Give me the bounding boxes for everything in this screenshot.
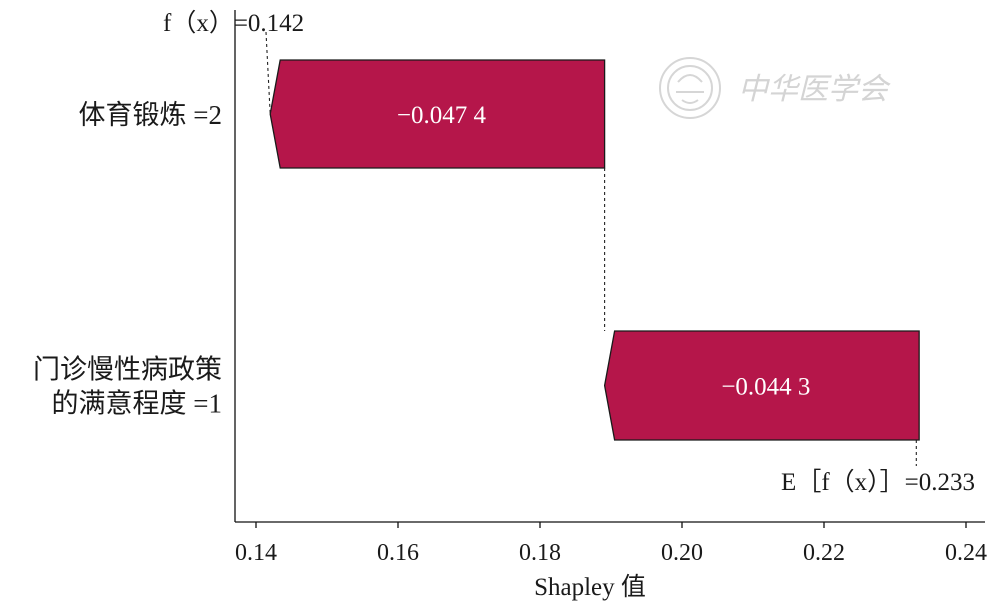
base-value-label: E［f（x）］=0.233 — [781, 468, 975, 496]
annotations: f（x）=0.142 E［f（x）］=0.233 — [163, 9, 975, 496]
x-tick-label: 0.18 — [519, 540, 561, 566]
watermark: 中华医学会 — [659, 57, 891, 119]
x-tick-label: 0.24 — [945, 540, 987, 566]
x-tick-label: 0.20 — [661, 540, 703, 566]
category-label: 体育锻炼 =2 — [79, 100, 222, 130]
bar-value-label: −0.047 4 — [397, 102, 487, 129]
x-tick-label: 0.14 — [235, 540, 277, 566]
watermark-text: 中华医学会 — [738, 72, 891, 107]
output-connector — [265, 31, 271, 115]
category-label: 的满意程度 =1 — [52, 389, 222, 419]
x-tick-label: 0.22 — [803, 540, 845, 566]
bars: −0.047 4 −0.044 3 — [269, 59, 920, 441]
x-axis-title: Shapley 值 — [534, 573, 646, 601]
output-value-label: f（x）=0.142 — [163, 9, 304, 37]
x-tick-label: 0.16 — [377, 540, 419, 566]
shap-bar — [269, 59, 606, 169]
category-label: 门诊慢性病政策 — [33, 355, 222, 385]
bar-value-label: −0.044 3 — [721, 374, 810, 401]
society-seal-icon — [659, 57, 721, 119]
shap-bar — [603, 330, 920, 441]
plot-axes: 0.14 0.16 0.18 0.20 0.22 0.24 — [234, 10, 987, 566]
